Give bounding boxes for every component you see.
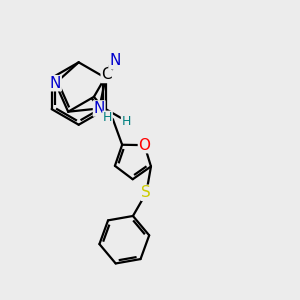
Text: N: N [50,76,61,91]
Text: H: H [103,111,112,124]
Text: O: O [139,138,151,153]
Text: H: H [122,116,131,128]
Text: N: N [109,53,120,68]
Text: C: C [101,68,112,82]
Text: S: S [141,185,151,200]
Text: N: N [94,101,105,116]
